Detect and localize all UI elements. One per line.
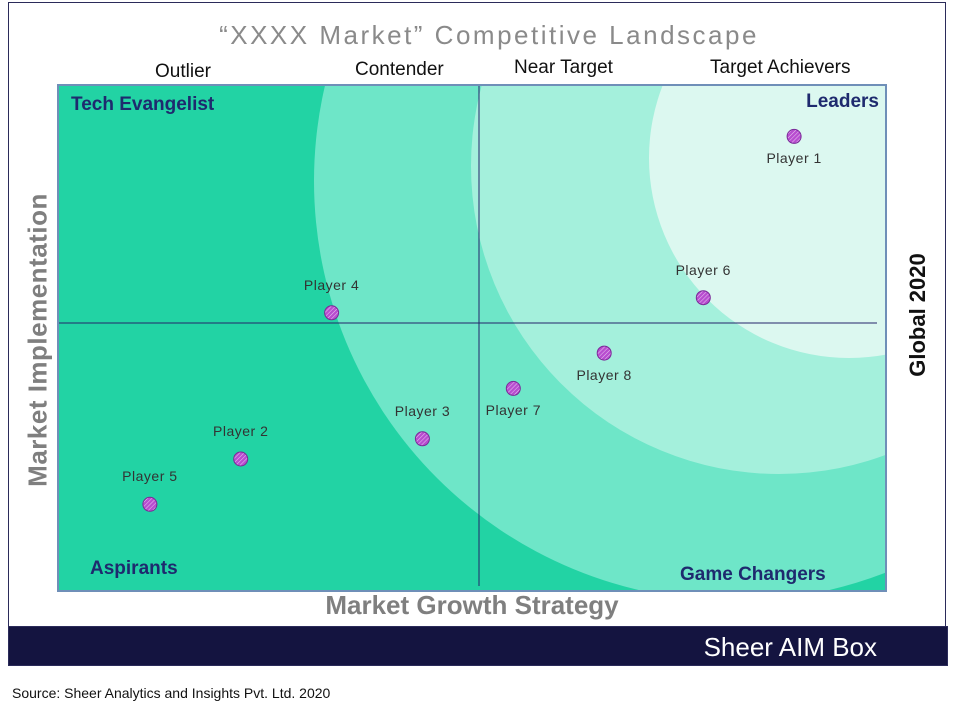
column-header-target-achievers: Target Achievers [710,57,851,78]
point-label-player-7: Player 7 [485,402,541,419]
chart-title: “XXXX Market” Competitive Landscape [219,20,759,50]
source-note: Source: Sheer Analytics and Insights Pvt… [12,685,331,701]
column-header-outlier: Outlier [155,61,211,82]
footer-bar: Sheer AIM Box [8,626,948,666]
quadrant-label-game-changers: Game Changers [680,564,826,585]
point-label-player-6: Player 6 [675,261,731,278]
point-label-player-3: Player 3 [394,402,451,419]
marker-player-7 [505,380,521,396]
quadrant-label-tech-evangelist: Tech Evangelist [71,94,215,115]
marker-player-3 [414,431,430,447]
marker-player-1 [786,128,802,144]
marker-player-5 [142,496,158,512]
plot-area: Tech Evangelist Leaders Aspirants Game C… [57,84,887,592]
point-label-player-8: Player 8 [576,367,632,384]
marker-player-2 [233,451,249,467]
point-label-player-4: Player 4 [303,276,360,293]
x-axis-label: Market Growth Strategy [325,590,619,620]
point-label-player-5: Player 5 [122,468,178,485]
band-target-achievers [649,86,885,358]
marker-player-4 [324,305,340,321]
marker-player-8 [596,345,612,361]
footer-brand: Sheer AIM Box [703,632,877,662]
column-header-contender: Contender [355,59,444,80]
scatter-plot [59,86,885,590]
point-label-player-2: Player 2 [213,422,269,439]
y-axis-label: Market Implementation [22,193,53,487]
point-label-player-1: Player 1 [766,150,822,167]
quadrant-label-aspirants: Aspirants [90,558,178,579]
quadrant-label-leaders: Leaders [806,91,879,112]
marker-player-6 [695,290,711,306]
year-label: Global 2020 [905,253,930,377]
column-header-near-target: Near Target [514,57,613,78]
chart-frame [8,2,946,626]
